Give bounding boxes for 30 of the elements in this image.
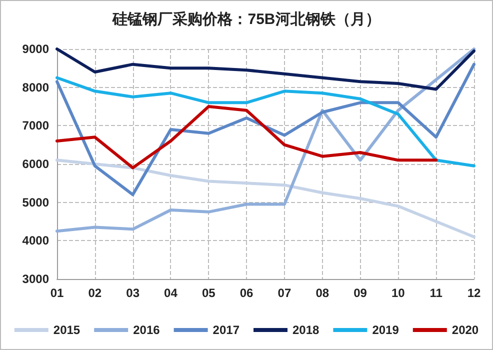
x-tick-label: 05 [202, 286, 216, 300]
line-series [56, 76, 476, 168]
line-series [56, 158, 476, 238]
y-tick-label: 4000 [22, 234, 50, 248]
y-tick-label: 7000 [22, 118, 50, 133]
y-tick-label: 6000 [22, 157, 50, 171]
x-tick-label: 07 [278, 286, 292, 300]
legend-label: 2017 [212, 323, 240, 337]
x-tick-label: 11 [430, 286, 443, 300]
x-tick-label: 03 [126, 286, 140, 300]
y-tick-label: 9000 [22, 42, 50, 56]
line-series [56, 105, 438, 170]
legend-label: 2016 [133, 323, 160, 337]
x-tick-label: 01 [50, 286, 64, 300]
y-tick-label: 3000 [22, 272, 50, 286]
legend-label: 2015 [53, 323, 80, 337]
legend-label: 2019 [372, 323, 400, 337]
legend-label: 2018 [292, 323, 320, 337]
x-tick-label: 12 [467, 286, 481, 300]
legend-label: 2020 [452, 323, 479, 337]
x-tick-label: 08 [316, 286, 330, 300]
y-tick-label: 5000 [22, 195, 50, 210]
x-tick-label: 06 [240, 286, 254, 300]
y-tick-label: 8000 [22, 80, 50, 94]
x-tick-label: 10 [392, 286, 406, 300]
x-tick-label: 09 [354, 286, 368, 300]
x-tick-label: 04 [164, 286, 178, 300]
chart-title: 硅锰钢厂采购价格：75B河北钢铁（月） [112, 11, 380, 28]
x-tick-label: 02 [88, 286, 102, 300]
line-series [56, 62, 476, 196]
